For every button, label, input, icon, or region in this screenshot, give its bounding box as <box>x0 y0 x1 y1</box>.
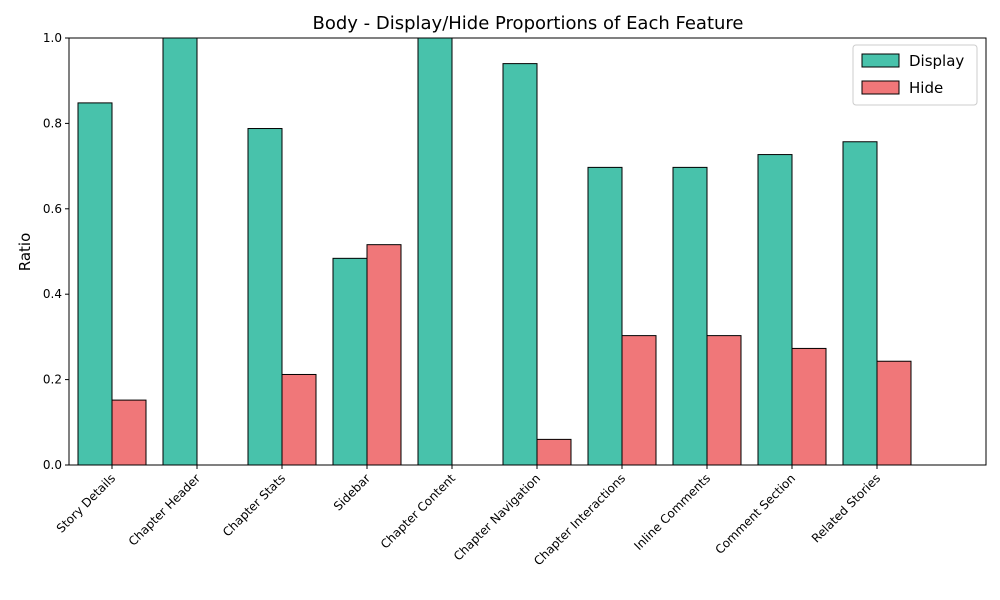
bar-hide-5 <box>536 438 572 466</box>
y-tick-label: 0.2 <box>43 373 62 387</box>
x-tick-label: Related Stories <box>809 471 883 545</box>
bar-hide-3 <box>366 244 402 466</box>
bar-display-7 <box>672 166 708 466</box>
y-tick-label: 0.4 <box>43 287 62 301</box>
y-axis: 0.0 0.2 0.4 0.6 0.8 1.0 <box>43 31 69 472</box>
x-tick-label: Chapter Navigation <box>451 471 543 563</box>
bar-hide-0 <box>111 399 147 466</box>
bar-display-2 <box>247 128 283 466</box>
legend-swatch-hide <box>861 80 900 95</box>
chart-title: Body - Display/Hide Proportions of Each … <box>312 13 743 34</box>
legend: Display Hide <box>852 44 978 106</box>
y-axis-label: Ratio <box>16 233 34 272</box>
bar-display-4 <box>417 37 453 466</box>
bar-hide-7 <box>706 335 742 466</box>
x-tick-label: Chapter Stats <box>220 471 288 539</box>
x-tick-label: Comment Section <box>712 471 798 557</box>
y-tick-label: 1.0 <box>43 31 62 45</box>
x-tick-label: Story Details <box>54 471 118 535</box>
bar-display-5 <box>502 63 538 466</box>
bar-hide-9 <box>876 360 912 466</box>
bar-display-8 <box>757 154 793 466</box>
x-tick-label: Chapter Header <box>126 471 203 548</box>
bars-group <box>77 37 912 466</box>
bar-display-9 <box>842 141 878 466</box>
bar-hide-6 <box>621 335 657 466</box>
bar-hide-8 <box>791 347 827 466</box>
x-tick-label: Chapter Interactions <box>531 471 628 568</box>
y-tick-label: 0.6 <box>43 202 62 216</box>
x-tick-label: Chapter Content <box>378 471 458 551</box>
legend-label-display: Display <box>909 52 964 70</box>
bar-display-1 <box>162 37 198 466</box>
y-tick-label: 0.8 <box>43 116 62 130</box>
x-tick-label: Sidebar <box>331 471 373 513</box>
bar-hide-2 <box>281 373 317 466</box>
bar-display-0 <box>77 102 113 466</box>
x-tick-label: Inline Comments <box>631 471 713 553</box>
legend-swatch-display <box>861 53 900 68</box>
bar-display-3 <box>332 257 368 466</box>
x-axis: Story Details Chapter Header Chapter Stats… <box>54 465 883 568</box>
legend-label-hide: Hide <box>909 79 943 97</box>
bar-display-6 <box>587 166 623 466</box>
y-tick-label: 0.0 <box>43 458 62 472</box>
plot-frame <box>68 37 987 466</box>
